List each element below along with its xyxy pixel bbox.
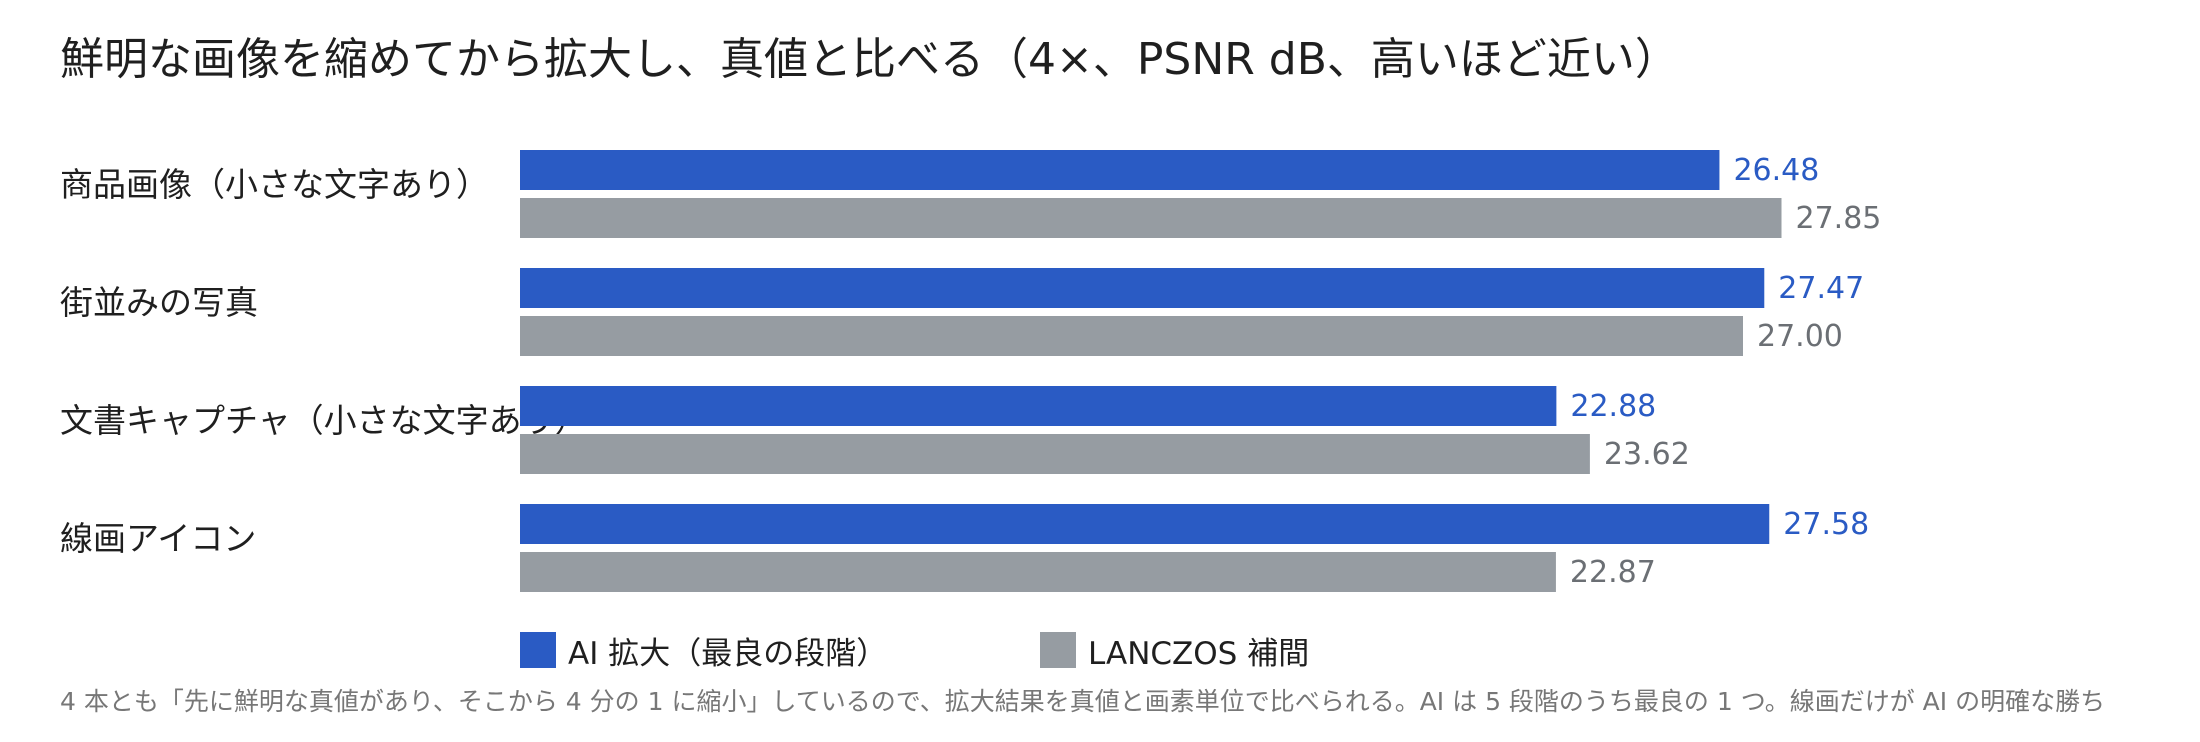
data-label-ai: 27.58 (1783, 507, 1869, 542)
legend-swatch-lanczos (1040, 632, 1076, 668)
category-label: 線画アイコン (60, 519, 256, 558)
legend-swatch-ai (520, 632, 556, 668)
bar-lanczos (520, 198, 1782, 238)
data-label-lanczos: 23.62 (1604, 437, 1690, 472)
legend-label-lanczos: LANCZOS 補間 (1088, 635, 1310, 672)
bar-ai (520, 386, 1557, 426)
bar-lanczos (520, 316, 1743, 356)
data-label-lanczos: 22.87 (1570, 555, 1656, 590)
legend-item-ai: AI 拡大（最良の段階） (520, 628, 887, 673)
bar-lanczos (520, 434, 1590, 474)
bar-ai (520, 268, 1765, 308)
data-label-ai: 27.47 (1778, 271, 1864, 306)
category-label: 街並みの写真 (60, 283, 258, 322)
data-label-ai: 22.88 (1570, 389, 1656, 424)
legend-item-lanczos: LANCZOS 補間 (1040, 628, 1309, 673)
bar-ai (520, 504, 1770, 544)
data-label-ai: 26.48 (1733, 153, 1819, 188)
bar-ai (520, 150, 1720, 190)
chart-title: 鮮明な画像を縮めてから拡大し、真値と比べる（4×、PSNR dB、高いほど近い） (60, 34, 1679, 85)
footnote: 4 本とも「先に鮮明な真値があり、そこから 4 分の 1 に縮小」しているので、… (60, 687, 2106, 716)
bar-lanczos (520, 552, 1556, 592)
data-label-lanczos: 27.00 (1757, 319, 1843, 354)
category-label: 文書キャプチャ（小さな文字あり） (60, 401, 588, 440)
bar-chart: 商品画像（小さな文字あり） 26.48 27.85 街並みの写真 27.47 27.00 文… (60, 150, 1881, 592)
legend-label-ai: AI 拡大（最良の段階） (568, 635, 888, 672)
data-label-lanczos: 27.85 (1795, 201, 1881, 236)
category-label: 商品画像（小さな文字あり） (60, 165, 489, 204)
